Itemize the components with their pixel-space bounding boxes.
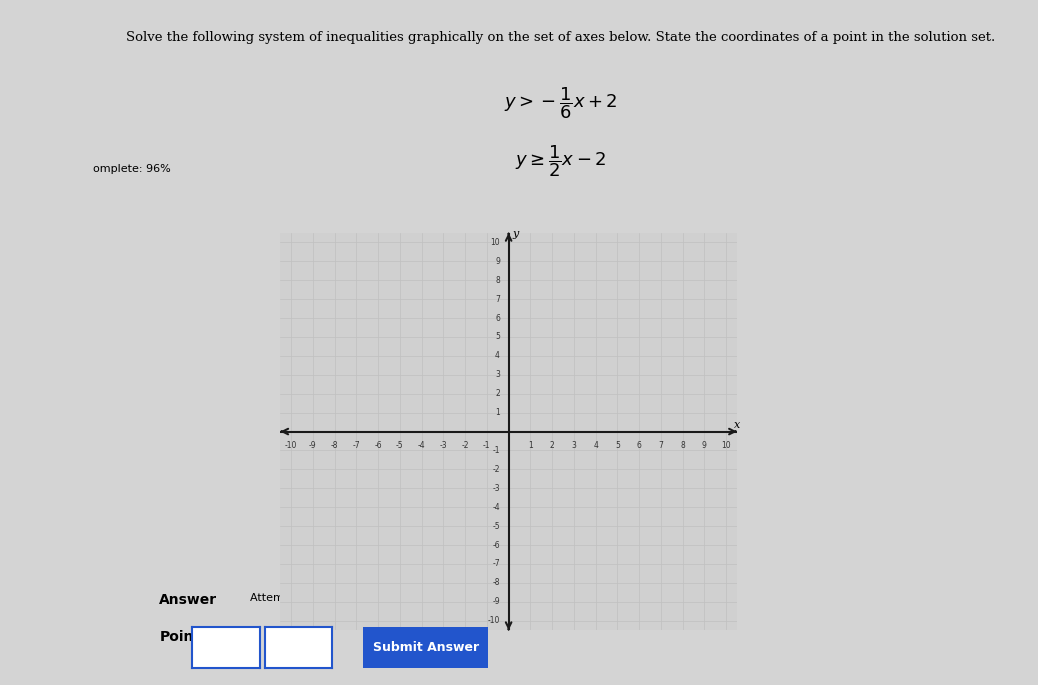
Text: 6: 6 <box>495 314 500 323</box>
Text: -5: -5 <box>492 522 500 531</box>
Text: omplete: 96%: omplete: 96% <box>92 164 170 175</box>
Text: -4: -4 <box>418 441 426 450</box>
Text: ): ) <box>387 630 395 650</box>
Text: $y > -\dfrac{1}{6}x + 2$: $y > -\dfrac{1}{6}x + 2$ <box>503 86 618 121</box>
Text: -6: -6 <box>492 540 500 549</box>
Text: -9: -9 <box>309 441 317 450</box>
Text: 2: 2 <box>550 441 554 450</box>
Text: -3: -3 <box>439 441 447 450</box>
Text: (: ( <box>246 630 254 650</box>
Text: -7: -7 <box>353 441 360 450</box>
Text: -10: -10 <box>488 616 500 625</box>
Text: 6: 6 <box>636 441 641 450</box>
Text: -2: -2 <box>461 441 469 450</box>
Text: y: y <box>512 229 518 239</box>
Text: 9: 9 <box>702 441 707 450</box>
Text: 10: 10 <box>721 441 731 450</box>
Text: -3: -3 <box>492 484 500 493</box>
Text: -9: -9 <box>492 597 500 606</box>
Text: Answer: Answer <box>160 593 218 606</box>
Text: -4: -4 <box>492 503 500 512</box>
Text: $y \geq \dfrac{1}{2}x - 2$: $y \geq \dfrac{1}{2}x - 2$ <box>515 144 606 179</box>
Text: 2: 2 <box>495 389 500 398</box>
Text: -5: -5 <box>397 441 404 450</box>
Text: -10: -10 <box>285 441 297 450</box>
Text: 5: 5 <box>495 332 500 341</box>
Text: 1: 1 <box>528 441 532 450</box>
Text: 7: 7 <box>495 295 500 303</box>
Text: 8: 8 <box>495 275 500 285</box>
Text: 4: 4 <box>495 351 500 360</box>
Text: 3: 3 <box>495 371 500 379</box>
Text: 8: 8 <box>680 441 685 450</box>
Text: -2: -2 <box>492 465 500 474</box>
Text: Solve the following system of inequalities graphically on the set of axes below.: Solve the following system of inequaliti… <box>126 31 995 44</box>
Text: Attempt 1 out of 2: Attempt 1 out of 2 <box>250 593 353 603</box>
Text: 4: 4 <box>593 441 598 450</box>
Text: Submit Answer: Submit Answer <box>373 641 479 653</box>
Text: 9: 9 <box>495 257 500 266</box>
Text: -1: -1 <box>483 441 491 450</box>
Text: Point:: Point: <box>160 630 206 644</box>
Text: -8: -8 <box>492 578 500 588</box>
Text: 3: 3 <box>572 441 576 450</box>
Text: -6: -6 <box>375 441 382 450</box>
Text: -8: -8 <box>331 441 338 450</box>
Text: -7: -7 <box>492 560 500 569</box>
Text: x: x <box>734 420 740 430</box>
Text: 5: 5 <box>614 441 620 450</box>
Text: 10: 10 <box>490 238 500 247</box>
Text: 7: 7 <box>658 441 663 450</box>
Text: 1: 1 <box>495 408 500 417</box>
Text: -1: -1 <box>492 446 500 455</box>
